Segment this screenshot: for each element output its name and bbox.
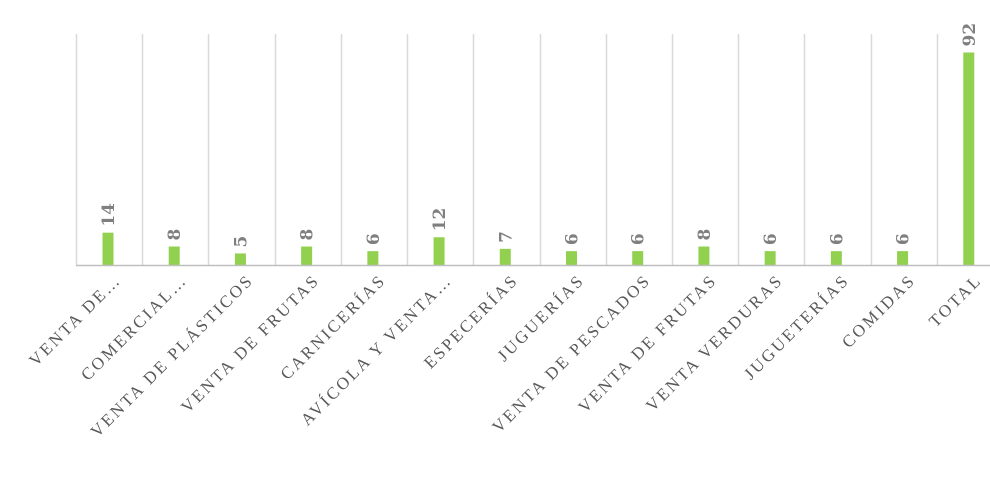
- data-label: 92: [960, 23, 980, 47]
- data-label: 14: [99, 203, 119, 227]
- data-label: 8: [165, 229, 185, 241]
- bar: [698, 247, 709, 265]
- bar: [897, 251, 908, 265]
- bar: [169, 247, 180, 265]
- bar: [566, 251, 577, 265]
- bar: [301, 247, 312, 265]
- data-label: 8: [695, 229, 715, 241]
- data-label: 6: [894, 233, 914, 245]
- bar: [103, 233, 114, 265]
- bar: [765, 251, 776, 265]
- bar: [632, 251, 643, 265]
- data-label: 6: [629, 233, 649, 245]
- bar: [500, 249, 511, 265]
- category-label: VENTA VERDURAS: [642, 270, 787, 415]
- data-labels: 14 8 5 8 6 12 7 6 6 8 6 6 6 92: [99, 23, 980, 248]
- bar: [367, 251, 378, 265]
- data-label: 6: [563, 233, 583, 245]
- bar: [434, 237, 445, 265]
- data-label: 8: [298, 229, 318, 241]
- bar: [963, 52, 974, 265]
- bars: [103, 52, 975, 265]
- data-label: 5: [231, 236, 251, 248]
- data-label: 6: [364, 233, 384, 245]
- gridlines: [77, 34, 938, 265]
- data-label: 6: [827, 233, 847, 245]
- category-label: VENTA DE FRUTAS: [575, 270, 721, 416]
- bar: [235, 253, 246, 265]
- data-label: 7: [496, 231, 516, 243]
- bar: [831, 251, 842, 265]
- category-labels: VENTA DE…COMERCIAL…VENTA DE PLÁSTICOSVEN…: [25, 270, 985, 441]
- data-label: 6: [761, 233, 781, 245]
- data-label: 12: [430, 208, 450, 232]
- category-label: VENTA DE FRUTAS: [177, 270, 323, 416]
- category-label: TOTAL: [925, 270, 985, 330]
